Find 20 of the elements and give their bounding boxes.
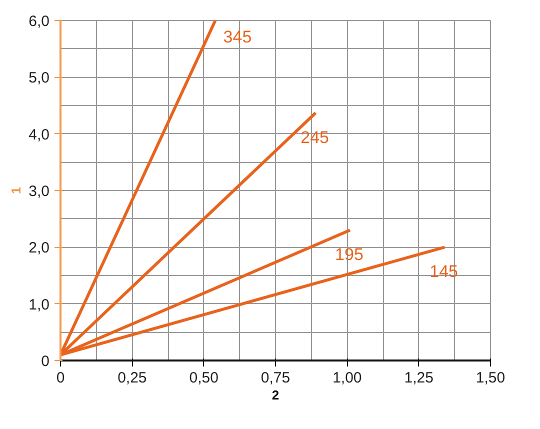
x-tick-label: 0,75 (260, 370, 290, 386)
y-axis-title: 1 (8, 186, 24, 194)
x-tick-label: 0,50 (189, 370, 218, 386)
y-tick-label: 4,0 (28, 126, 50, 144)
y-tick-label: 0 (41, 353, 50, 370)
series-label: 245 (300, 128, 330, 147)
series-label: 145 (430, 262, 458, 282)
y-tick-label: 6,0 (28, 13, 50, 30)
y-tick-label: 1,0 (28, 296, 50, 314)
x-tick-label: 0,25 (118, 370, 147, 386)
y-tick-label: 5,0 (28, 70, 50, 87)
x-axis-title: 2 (272, 388, 280, 402)
x-tick-label: 0 (56, 370, 65, 386)
y-tick-label: 3,0 (28, 183, 50, 200)
series-label: 345 (223, 28, 252, 46)
x-tick-label: 1,00 (332, 370, 362, 386)
x-tick-label: 1,25 (404, 370, 434, 386)
x-tick-label: 1,50 (476, 370, 506, 386)
series-label: 195 (335, 245, 364, 264)
y-tick-label: 2,0 (28, 240, 50, 257)
